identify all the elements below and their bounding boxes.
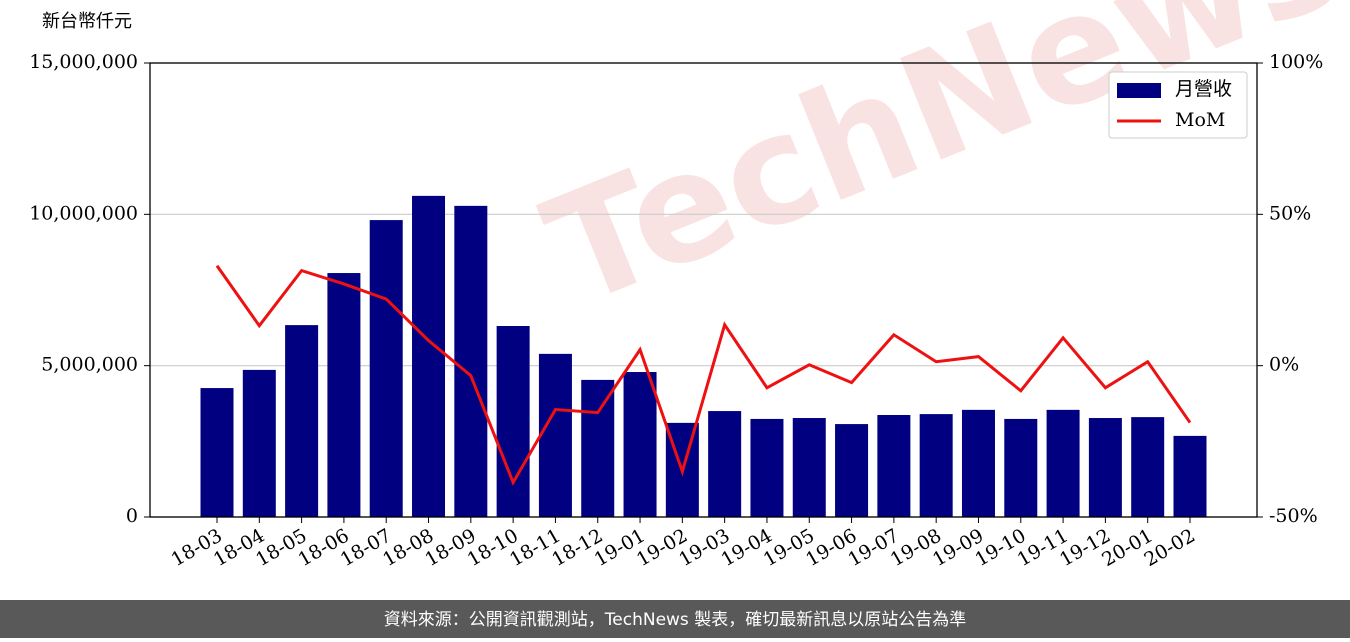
bar	[327, 273, 361, 517]
source-note: 資料來源：公開資訊觀測站，TechNews 製表，確切最新訊息以原站公告為準	[384, 610, 966, 630]
y-tick-label: 10,000,000	[29, 202, 138, 224]
y2-tick-label: 0%	[1269, 354, 1299, 376]
bar	[792, 418, 826, 517]
bar	[877, 415, 911, 517]
y-tick-label: 15,000,000	[29, 51, 138, 73]
bar	[750, 418, 784, 517]
bar	[538, 353, 572, 517]
bar	[454, 205, 488, 517]
bar	[1088, 418, 1122, 517]
y2-tick-label: -50%	[1269, 505, 1318, 527]
bar	[242, 369, 276, 517]
y-axis-label: 新台幣仟元	[42, 11, 132, 32]
bar	[1173, 435, 1207, 517]
y-tick-label: 0	[126, 505, 138, 527]
bar	[961, 409, 995, 517]
bar	[285, 325, 319, 517]
y2-tick-label: 50%	[1269, 202, 1311, 224]
bar	[708, 411, 742, 517]
bar	[581, 379, 615, 517]
bar	[623, 372, 657, 517]
bar	[1046, 409, 1080, 517]
line	[215, 264, 1192, 486]
bar	[200, 388, 234, 517]
legend-label: 月營收	[1175, 78, 1232, 100]
watermark: TechNews	[524, 0, 1350, 340]
bar	[369, 220, 403, 518]
legend-label: MoM	[1175, 109, 1225, 131]
bar	[496, 326, 530, 517]
y-tick-label: 5,000,000	[41, 354, 138, 376]
bar	[412, 195, 446, 517]
plot-frame	[149, 62, 1258, 518]
bar	[835, 424, 869, 517]
bar	[1004, 418, 1038, 517]
legend-swatch	[1117, 83, 1161, 98]
bar	[919, 414, 953, 517]
y2-tick-label: 100%	[1269, 51, 1323, 73]
bar	[1131, 417, 1165, 517]
footer-bar	[0, 600, 1350, 638]
